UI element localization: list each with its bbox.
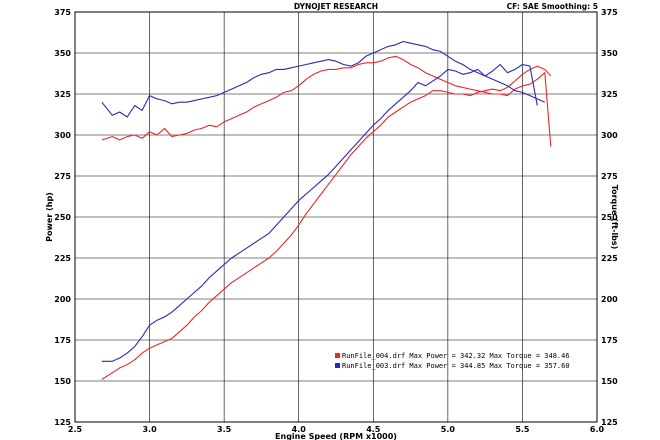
y-tick-label-right: 225 bbox=[601, 254, 618, 263]
x-tick-label: 6.0 bbox=[590, 425, 605, 434]
y-tick-label-right: 350 bbox=[601, 49, 618, 58]
x-tick-label: 4.5 bbox=[366, 425, 381, 434]
y-tick-label-left: 250 bbox=[54, 213, 71, 222]
y-tick-label-right: 200 bbox=[601, 295, 618, 304]
x-tick-label: 5.5 bbox=[515, 425, 530, 434]
legend-swatch-runfile-004 bbox=[335, 353, 340, 358]
x-tick-label: 3.0 bbox=[142, 425, 157, 434]
legend-entry-runfile-003: RunFile_003.drf Max Power = 344.85 Max T… bbox=[342, 362, 570, 370]
y-tick-label-left: 350 bbox=[54, 49, 71, 58]
legend: RunFile_004.drf Max Power = 342.32 Max T… bbox=[335, 352, 570, 370]
y-tick-label-right: 300 bbox=[601, 131, 618, 140]
y-tick-label-right: 325 bbox=[601, 90, 618, 99]
x-tick-label: 5.0 bbox=[441, 425, 456, 434]
legend-swatch-runfile-003 bbox=[335, 363, 340, 368]
y-tick-label-left: 225 bbox=[54, 254, 71, 263]
series-line-runfile-004-drftorque bbox=[101, 55, 552, 147]
chart-title: DYNOJET RESEARCH bbox=[294, 2, 378, 11]
grid bbox=[75, 12, 597, 422]
y-tick-label-left: 300 bbox=[54, 131, 71, 140]
y-axis-label-left: Power (hp) bbox=[45, 192, 54, 242]
y-tick-label-left: 275 bbox=[54, 172, 71, 181]
y-axis-label-right: Torque (ft-lbs) bbox=[610, 185, 619, 250]
y-tick-label-left: 375 bbox=[54, 8, 71, 17]
x-tick-label: 4.0 bbox=[292, 425, 307, 434]
y-tick-label-left: 325 bbox=[54, 90, 71, 99]
y-tick-label-left: 200 bbox=[54, 295, 71, 304]
y-tick-label-right: 275 bbox=[601, 172, 618, 181]
y-tick-label-right: 375 bbox=[601, 8, 618, 17]
y-tick-label-left: 150 bbox=[54, 377, 71, 386]
series-lines bbox=[101, 40, 552, 380]
y-tick-label-right: 125 bbox=[601, 418, 618, 427]
legend-entry-runfile-004: RunFile_004.drf Max Power = 342.32 Max T… bbox=[342, 352, 570, 360]
series-line-runfile-004-drfpower bbox=[101, 65, 552, 380]
y-tick-label-right: 150 bbox=[601, 377, 618, 386]
x-tick-label: 2.5 bbox=[68, 425, 83, 434]
series-line-runfile-003-drftorque bbox=[101, 40, 546, 118]
x-axis-label: Engine Speed (RPM x1000) bbox=[275, 432, 397, 440]
y-tick-label-left: 175 bbox=[54, 336, 71, 345]
y-tick-label-right: 175 bbox=[601, 336, 618, 345]
chart-settings: CF: SAE Smoothing: 5 bbox=[507, 2, 598, 11]
series-line-runfile-003-drfpower bbox=[101, 63, 538, 362]
y-tick-label-left: 125 bbox=[54, 418, 71, 427]
x-tick-label: 3.5 bbox=[217, 425, 232, 434]
y-tick-label-right: 250 bbox=[601, 213, 618, 222]
